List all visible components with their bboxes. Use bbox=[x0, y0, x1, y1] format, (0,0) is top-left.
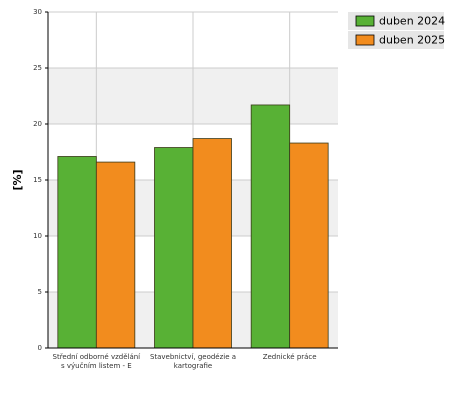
x-tick-label: Stavebnictví, geodézie a kartografie bbox=[149, 353, 237, 370]
bar bbox=[154, 147, 194, 349]
x-tick-label-box: Stavebnictví, geodézie a kartografie bbox=[149, 353, 237, 370]
y-tick-label: 15 bbox=[33, 176, 42, 184]
legend-label: duben 2024 bbox=[379, 15, 445, 28]
x-tick-label-box: Zednické práce bbox=[262, 353, 317, 361]
y-tick-label: 20 bbox=[33, 120, 42, 128]
legend-label: duben 2025 bbox=[379, 34, 445, 47]
y-tick-label: 10 bbox=[33, 232, 42, 240]
legend-swatch bbox=[355, 15, 375, 27]
x-tick-label: Střední odborné vzdělání s výučním liste… bbox=[52, 353, 141, 370]
bar bbox=[57, 156, 97, 349]
y-tick-label: 0 bbox=[38, 344, 42, 352]
bar bbox=[192, 138, 232, 349]
legend-swatch bbox=[355, 34, 375, 46]
bar bbox=[95, 161, 136, 349]
y-tick-label: 5 bbox=[38, 288, 42, 296]
x-tick-label: Zednické práce bbox=[262, 353, 317, 361]
bar bbox=[250, 104, 291, 349]
x-tick-label-box: Střední odborné vzdělání s výučním liste… bbox=[52, 353, 141, 370]
y-axis-label: [%] bbox=[11, 169, 24, 190]
y-tick-label: 25 bbox=[33, 64, 42, 72]
bar bbox=[289, 142, 329, 349]
y-tick-label: 30 bbox=[33, 8, 42, 16]
